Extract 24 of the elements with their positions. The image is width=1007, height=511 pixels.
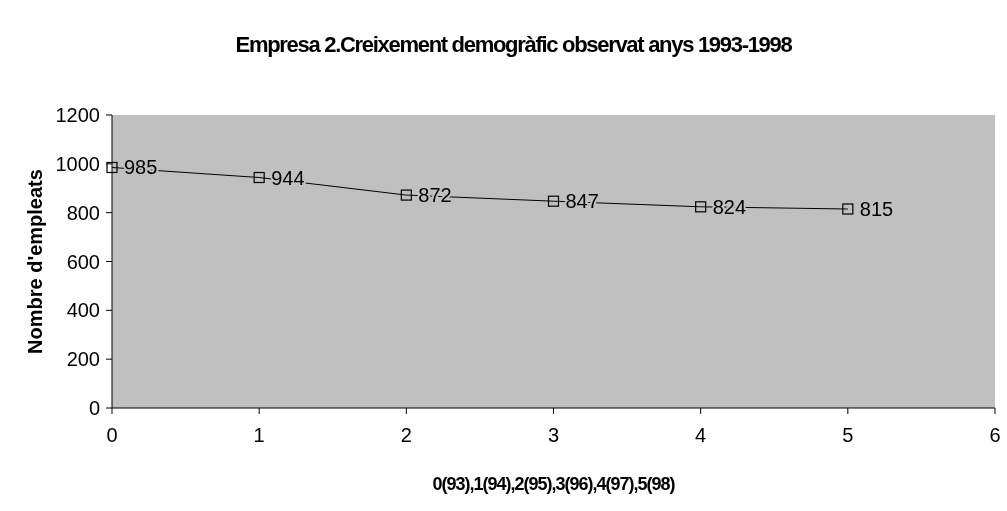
y-tick-label: 1200: [55, 104, 100, 126]
point: [106, 161, 118, 174]
point: [547, 195, 560, 207]
x-tick-label: 6: [989, 424, 1001, 446]
y-tick-label: 200: [66, 348, 100, 371]
x-tick-label: 1: [253, 424, 265, 446]
y-tick-label: 1000: [55, 152, 100, 175]
y-tick-label: 600: [66, 250, 100, 273]
y-tick-label: 800: [66, 201, 100, 224]
y-tick-label: 0: [88, 397, 100, 419]
point: [400, 189, 412, 201]
x-tick-label: 5: [842, 424, 854, 446]
y-axis-title: Nombre d'empleats: [24, 169, 46, 354]
y-tick-label: 400: [66, 299, 100, 322]
x-tick-label: 4: [695, 424, 707, 446]
chart-title: Empresa 2.Creixement demogràfic observat anys 1993-1998: [235, 32, 793, 57]
point: [695, 201, 707, 213]
data-label: 815: [859, 198, 894, 220]
point: [253, 171, 265, 184]
point: [842, 203, 854, 215]
x-tick-label: 0: [106, 424, 118, 446]
x-tick-label: 2: [400, 424, 412, 446]
x-axis-title: 0(93),1(94),2(95),3(96),4(97),5(98): [432, 474, 676, 494]
x-tick-label: 3: [547, 424, 560, 446]
